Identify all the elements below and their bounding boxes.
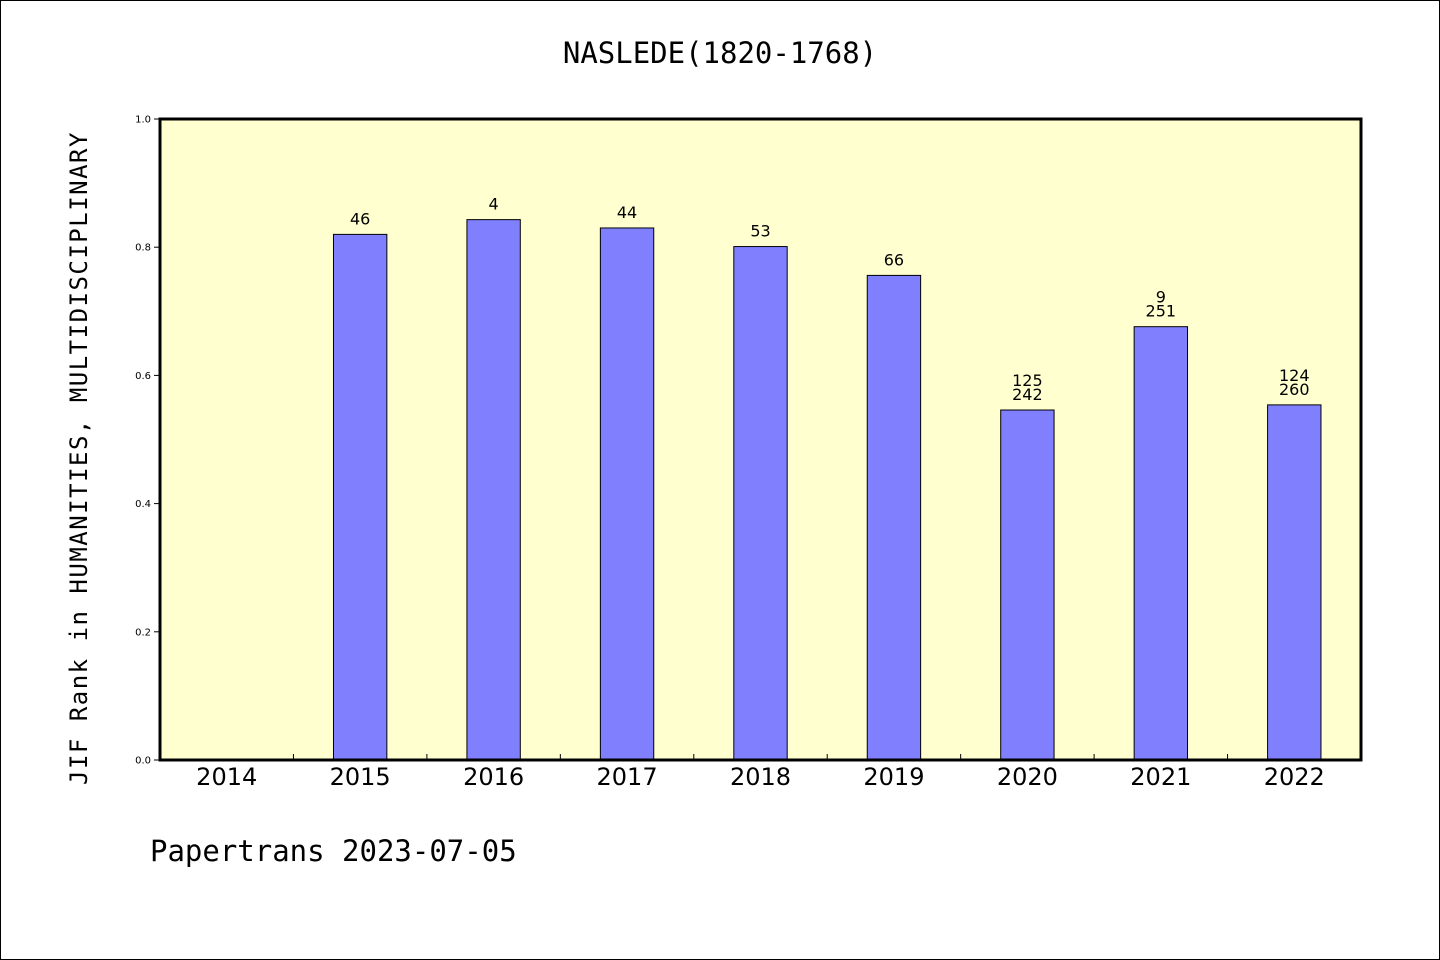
y-axis: 0.0 0.2 0.4 0.6 0.8 1.0 [135,115,160,767]
chart-title: NASLEDE(1820-1768) [562,36,878,70]
y-tick-label: 0.6 [135,371,151,382]
bar-label-2020: 242 [1012,385,1043,404]
bar-2020 [1000,409,1055,761]
bar-label-2016: 4 [489,195,499,214]
y-tick-label: 1.0 [135,115,151,126]
bar-label-2019: 66 [884,250,904,269]
x-tick-label: 2014 [196,763,257,791]
bar-label-2020: 125 [1012,371,1043,390]
y-tick-label: 0.0 [135,756,151,767]
y-tick-label: 0.2 [135,627,151,638]
plot-border [158,117,1363,762]
footer-text: Papertrans 2023-07-05 [150,834,517,868]
bar-label-2021: 9 [1156,288,1166,307]
bar-2019 [866,274,922,761]
bar-label-2018: 53 [750,222,770,241]
bar-label-2022: 124 [1279,366,1310,385]
bar-label-2017: 44 [617,203,637,222]
bar-2022 [1267,404,1322,761]
bar-2017 [599,227,655,761]
x-tick-label: 2015 [330,763,391,791]
x-tick-label: 2019 [863,763,924,791]
x-tick-label: 2016 [463,763,524,791]
x-tick-label: 2020 [997,763,1058,791]
bar-label-2021: 251 [1146,302,1177,321]
y-tick-label: 0.8 [135,243,151,254]
bar-label-2015: 46 [350,209,370,228]
x-tick-label: 2017 [597,763,658,791]
bar-2021 [1133,326,1189,761]
y-tick-label: 0.4 [135,499,151,510]
bars [332,219,1322,761]
bar-label-2022: 260 [1279,380,1310,399]
bar-2018 [733,246,788,761]
bar-2016 [466,219,521,761]
x-tick-label: 2018 [730,763,791,791]
x-tick-label: 2021 [1130,763,1191,791]
bar-2015 [332,233,388,761]
x-axis: 2014 2015 2016 2017 2018 2019 2020 2021 2022 [196,754,1325,791]
x-tick-label: 2022 [1264,763,1325,791]
